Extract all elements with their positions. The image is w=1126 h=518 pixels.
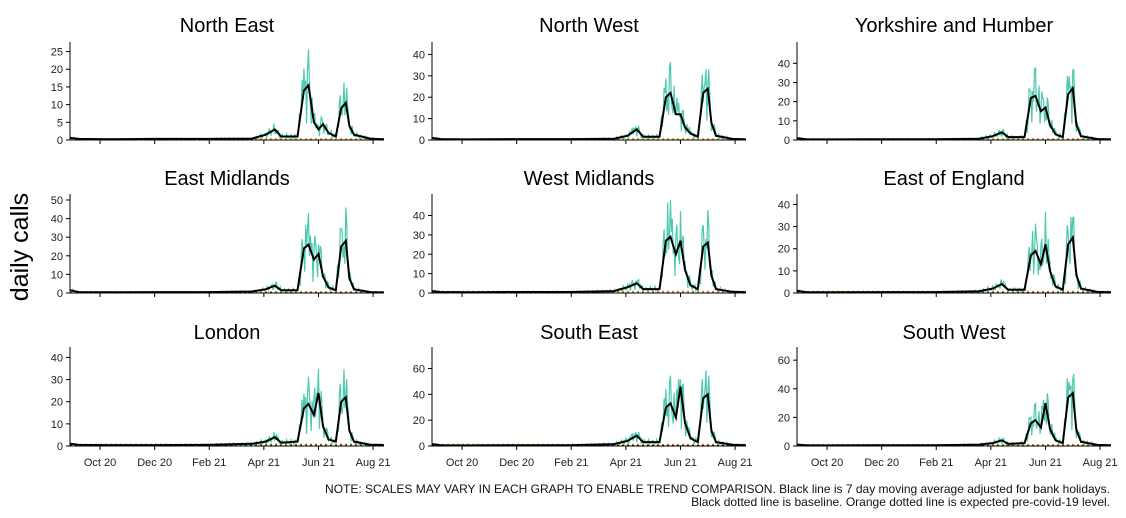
moving-average-line (796, 234, 1112, 294)
x-tick-label: Aug 21 (356, 457, 391, 469)
y-tick-label: 30 (778, 78, 790, 90)
y-tick-label: 40 (51, 352, 63, 364)
y-tick-label: 40 (51, 214, 63, 226)
note-line-1: NOTE: SCALES MAY VARY IN EACH GRAPH TO E… (325, 482, 1110, 496)
y-tick-label: 40 (778, 384, 790, 396)
panel-north-west: North West 0 10 20 30 40 (413, 15, 747, 147)
panel-title: East Midlands (164, 168, 290, 190)
panel-title: East of England (883, 168, 1024, 190)
x-tick-label: Feb 21 (919, 457, 953, 469)
y-tick-label: 30 (413, 71, 425, 83)
x-tick-label: Aug 21 (1083, 457, 1118, 469)
chart-note: NOTE: SCALES MAY VARY IN EACH GRAPH TO E… (40, 483, 1110, 509)
y-tick-label: 0 (784, 288, 790, 300)
x-tick-label: Oct 20 (811, 457, 843, 469)
moving-average-line (431, 86, 747, 141)
y-tick-label: 0 (419, 135, 425, 147)
y-tick-label: 10 (413, 114, 425, 126)
x-tick-label: Dec 20 (137, 457, 172, 469)
panel-title: North West (539, 15, 639, 37)
y-tick-label: 20 (51, 397, 63, 409)
panel-west-midlands: West Midlands 0 10 20 30 40 (413, 168, 747, 300)
panel-title: Yorkshire and Humber (855, 15, 1054, 37)
x-tick-label: Apr 21 (610, 457, 642, 469)
y-tick-label: 20 (778, 412, 790, 424)
x-tick-label: Jun 21 (302, 457, 335, 469)
y-tick-label: 30 (51, 375, 63, 387)
y-tick-label: 10 (778, 116, 790, 128)
y-tick-label: 20 (51, 64, 63, 76)
x-tick-label: Oct 20 (446, 457, 478, 469)
moving-average-line (796, 390, 1112, 447)
y-tick-label: 40 (413, 211, 425, 223)
y-tick-label: 5 (57, 117, 63, 129)
y-tick-label: 20 (51, 251, 63, 263)
moving-average-line (796, 85, 1112, 141)
y-tick-label: 60 (778, 355, 790, 367)
moving-average-line (431, 235, 747, 294)
y-tick-label: 40 (413, 49, 425, 61)
y-tick-label: 10 (51, 269, 63, 281)
y-tick-label: 0 (419, 441, 425, 453)
moving-average-line (69, 82, 385, 141)
y-tick-label: 10 (51, 100, 63, 112)
y-tick-label: 25 (51, 47, 63, 59)
y-tick-label: 10 (413, 269, 425, 281)
y-tick-label: 15 (51, 82, 63, 94)
panel-title: South West (902, 322, 1005, 344)
panel-south-west: South West 0 20 40 60 Oct 20 Dec 20 Feb 21 Apr 2… (778, 322, 1118, 469)
moving-average-line (431, 386, 747, 447)
x-tick-label: Jun 21 (1029, 457, 1062, 469)
y-tick-label: 20 (778, 244, 790, 256)
panel-north-east: North East 0 5 10 15 20 25 (51, 15, 385, 147)
y-tick-label: 0 (57, 288, 63, 300)
y-tick-label: 20 (778, 97, 790, 109)
x-tick-label: Apr 21 (975, 457, 1007, 469)
y-tick-label: 10 (51, 419, 63, 431)
x-tick-label: Aug 21 (718, 457, 753, 469)
x-tick-label: Jun 21 (664, 457, 697, 469)
moving-average-line (69, 238, 385, 294)
x-tick-label: Apr 21 (248, 457, 280, 469)
panel-south-east: South East 0 20 40 60 Oct 20 Dec 20 Feb 21 Apr 2… (413, 322, 753, 469)
x-tick-label: Oct 20 (84, 457, 116, 469)
y-tick-label: 20 (413, 92, 425, 104)
y-tick-label: 60 (413, 364, 425, 376)
panel-east-of-england: East of England 0 10 20 30 40 (778, 168, 1112, 300)
y-tick-label: 50 (51, 195, 63, 207)
y-tick-label: 40 (778, 199, 790, 211)
x-tick-label: Dec 20 (864, 457, 899, 469)
y-tick-label: 30 (413, 230, 425, 242)
y-tick-label: 20 (413, 249, 425, 261)
panel-title: London (194, 322, 261, 344)
x-tick-label: Feb 21 (554, 457, 588, 469)
y-tick-label: 40 (778, 58, 790, 70)
x-tick-label: Feb 21 (192, 457, 226, 469)
panel-east-midlands: East Midlands 0 10 20 30 40 50 (51, 168, 385, 300)
panel-yorkshire-and-humber: Yorkshire and Humber 0 10 20 30 40 (778, 15, 1112, 147)
panel-london: London 0 10 20 30 40 Oct 20 Dec 20 Feb 21 Apr 21 J… (51, 322, 391, 469)
y-tick-label: 10 (778, 266, 790, 278)
y-tick-label: 0 (784, 441, 790, 453)
y-tick-label: 30 (51, 232, 63, 244)
y-tick-label: 0 (784, 135, 790, 147)
moving-average-line (69, 392, 385, 447)
y-tick-label: 40 (413, 389, 425, 401)
panel-title: West Midlands (524, 168, 655, 190)
y-tick-label: 20 (413, 415, 425, 427)
y-tick-label: 0 (419, 288, 425, 300)
panel-title: North East (180, 15, 275, 37)
y-tick-label: 30 (778, 222, 790, 234)
y-tick-label: 0 (57, 135, 63, 147)
x-tick-label: Dec 20 (499, 457, 534, 469)
panel-title: South East (540, 322, 638, 344)
y-tick-label: 0 (57, 441, 63, 453)
note-line-2: Black dotted line is baseline. Orange do… (691, 495, 1110, 509)
